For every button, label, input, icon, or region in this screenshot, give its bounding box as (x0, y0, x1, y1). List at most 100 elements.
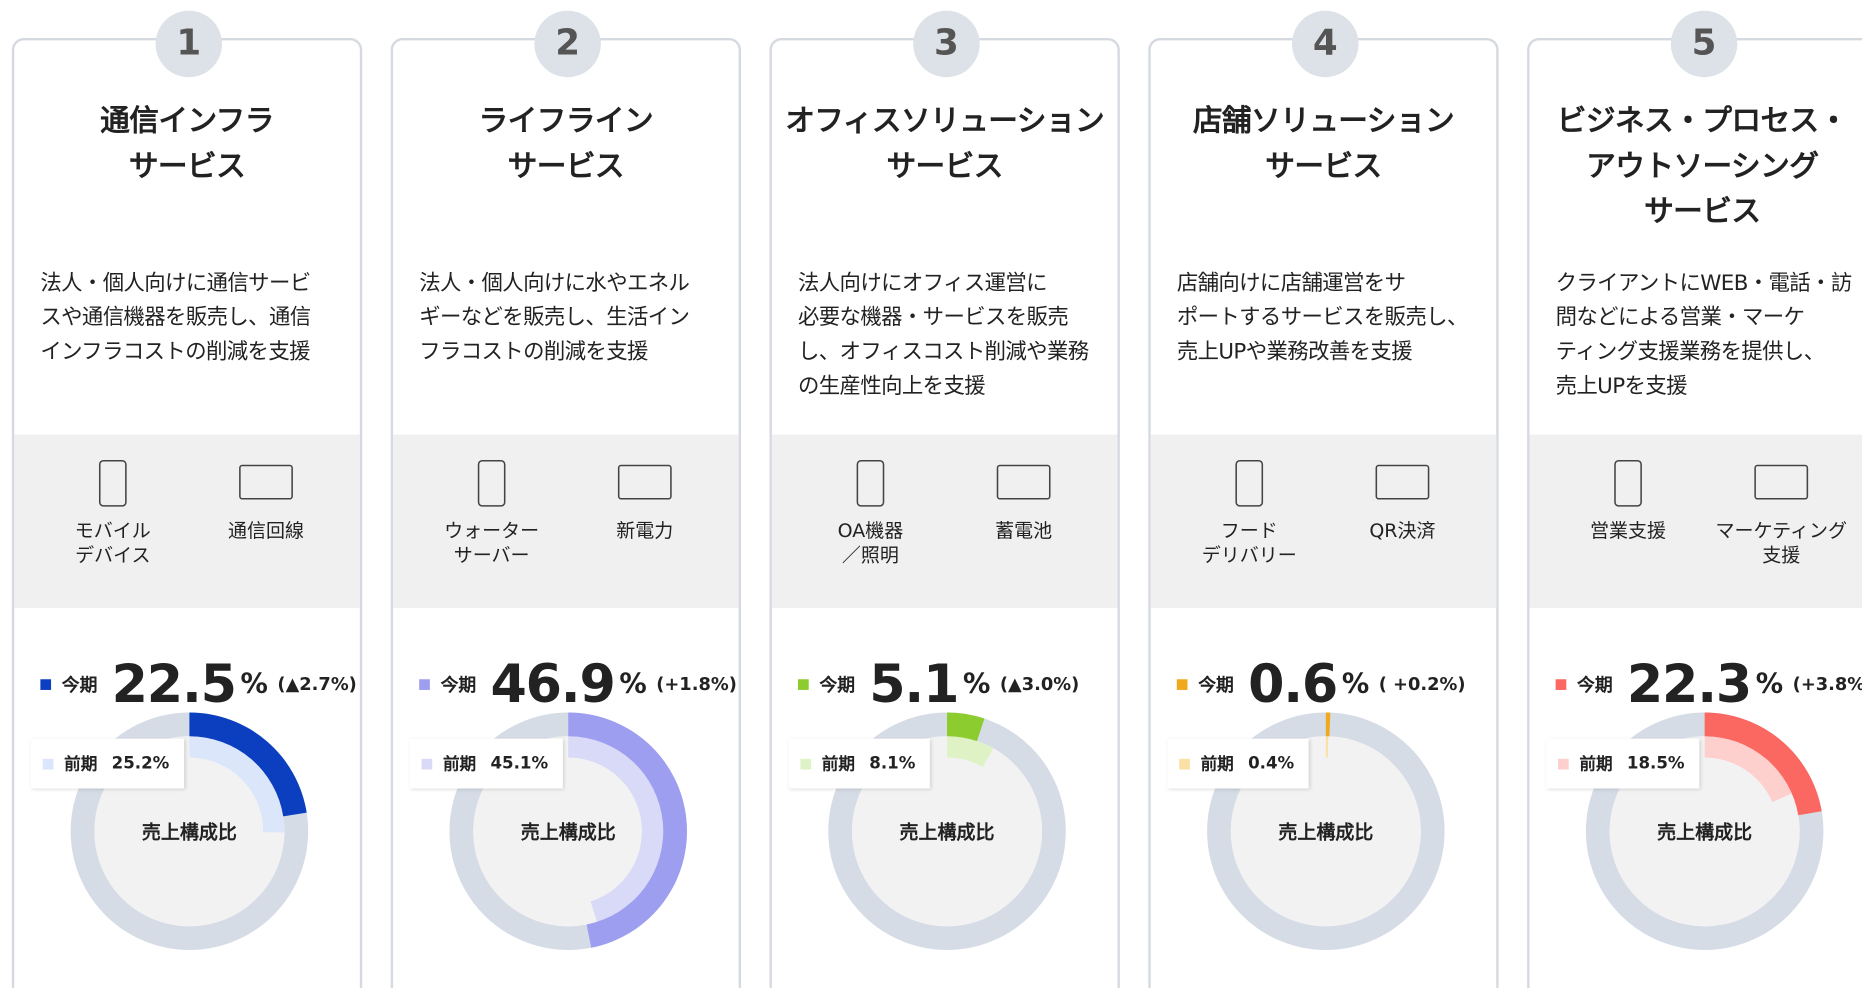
previous-box: 前期 0.4% (1167, 738, 1309, 789)
current-arc (1325, 712, 1331, 737)
current-value: 5.1 (869, 653, 959, 715)
current-unit: % (240, 668, 268, 700)
service-icon (1754, 464, 1809, 500)
card-title: ライフライン (478, 103, 654, 138)
current-value: 22.3 (1626, 653, 1752, 715)
current-stats: 今期 5.1% (▲3.0%) (798, 653, 1079, 715)
donut: 売上構成比 (70, 712, 309, 950)
inner-center (1252, 757, 1400, 905)
card-description: クライアントにWEB・電話・訪 (1555, 270, 1853, 296)
previous-swatch (421, 758, 433, 769)
current-stats: 今期 22.5% (▲2.7%) (40, 653, 357, 715)
current-unit: % (963, 668, 991, 700)
card-number: 2 (534, 10, 601, 78)
previous-box: 前期 45.1% (409, 738, 563, 789)
card-title: 店舗ソリューション (1192, 103, 1455, 138)
current-change: (+1.8%) (656, 673, 737, 695)
current-change: ( +0.2%) (1378, 673, 1466, 695)
current-change: (▲3.0%) (999, 673, 1080, 695)
previous-label: 前期 (1200, 755, 1234, 775)
card-title: サービス (128, 148, 246, 183)
service-label: サーバー (453, 543, 530, 567)
service-label: 新電力 (616, 518, 674, 542)
icon-shape (477, 459, 506, 507)
previous-arc (189, 736, 285, 833)
service-icon (1614, 459, 1642, 507)
card-description: 問などによる営業・マーケ (1555, 305, 1805, 331)
previous-swatch (1179, 758, 1190, 769)
current-swatch (419, 678, 430, 690)
center-label: 売上構成比 (900, 820, 995, 843)
donut: 売上構成比 (828, 712, 1066, 950)
card-description: 売上UPを支援 (1555, 374, 1688, 399)
card-title: 通信インフラ (100, 103, 274, 138)
card-description: 必要な機器・サービスを販売 (798, 305, 1069, 331)
current-stats: 今期 0.6% ( +0.2%) (1176, 653, 1466, 715)
current-stats: 今期 22.3% (+3.8%) (1555, 653, 1862, 715)
current-arc (568, 712, 687, 948)
current-swatch (1176, 678, 1188, 690)
current-change: (▲2.7%) (277, 673, 357, 695)
service-icon (477, 459, 506, 507)
service-icon (617, 464, 672, 500)
service-label: 通信回線 (227, 518, 304, 542)
icon-shape (98, 459, 127, 507)
previous-label: 前期 (821, 755, 855, 775)
card-title: ビジネス・プロセス・ (1556, 103, 1849, 138)
previous-value: 45.1% (490, 754, 549, 774)
service-label: モバイル (74, 518, 151, 542)
current-label: 今期 (440, 673, 477, 696)
inner-center (873, 757, 1021, 905)
center-label: 売上構成比 (142, 820, 237, 843)
service-icon (996, 464, 1051, 500)
card-description: 法人・個人向けに水やエネル (419, 270, 690, 296)
donut: 売上構成比 (449, 712, 687, 950)
service-label: デリバリー (1201, 543, 1297, 567)
previous-arc (1704, 736, 1792, 803)
icon-shape (1375, 464, 1430, 500)
inner-center (494, 757, 642, 905)
service-band (1529, 434, 1862, 608)
current-swatch (798, 678, 809, 690)
current-unit: % (1341, 668, 1370, 700)
card-title: サービス (1644, 193, 1761, 228)
service-band (1150, 434, 1497, 608)
inner-center (115, 757, 264, 905)
card-description: ポートするサービスを販売し、 (1176, 305, 1469, 331)
card-description: し、オフィスコスト削減や業務 (798, 339, 1089, 365)
card-title: オフィスソリューション (785, 103, 1105, 138)
service-label: QR決済 (1369, 518, 1436, 542)
service-band (393, 434, 739, 608)
service-band (14, 434, 360, 608)
card-description: 売上UPや業務改善を支援 (1176, 339, 1413, 365)
card-title: サービス (886, 148, 1003, 183)
card-description: ギーなどを販売し、生活イン (419, 305, 690, 331)
card-description: の生産性向上を支援 (798, 374, 986, 399)
service-band (771, 434, 1118, 608)
service-label: デバイス (75, 543, 151, 567)
card-description: インフラコストの削減を支援 (40, 339, 310, 365)
previous-value: 8.1% (869, 754, 916, 774)
service-label: フード (1220, 518, 1278, 542)
icon-shape (856, 459, 885, 507)
previous-box: 前期 18.5% (1546, 738, 1699, 789)
current-value: 0.6 (1248, 653, 1338, 715)
icon-shape (1235, 459, 1264, 507)
card-number: 1 (155, 10, 223, 78)
previous-value: 25.2% (111, 754, 170, 774)
service-card: 4 店舗ソリューション サービス 店舗向けに店舗運営をサ ポートするサービスを販売し、売… (1148, 10, 1499, 988)
previous-value: 18.5% (1626, 754, 1685, 774)
card-description: 店舗向けに店舗運営をサ (1176, 270, 1406, 296)
service-card: 3 オフィスソリューション サービス 法人向けにオフィス運営に 必要な機器・サービスを販… (769, 10, 1120, 988)
service-label: マーケティング (1715, 518, 1847, 542)
current-swatch (1555, 678, 1567, 690)
current-value: 22.5 (111, 653, 237, 715)
previous-label: 前期 (64, 755, 98, 775)
previous-swatch (1558, 758, 1569, 769)
current-swatch (40, 678, 52, 690)
icon-shape (996, 464, 1051, 500)
service-card: 1 通信インフラ サービス 法人・個人向けに通信サービ スや通信機器を販売し、通信 インフ… (11, 10, 363, 988)
card-description: フラコストの削減を支援 (419, 339, 648, 365)
